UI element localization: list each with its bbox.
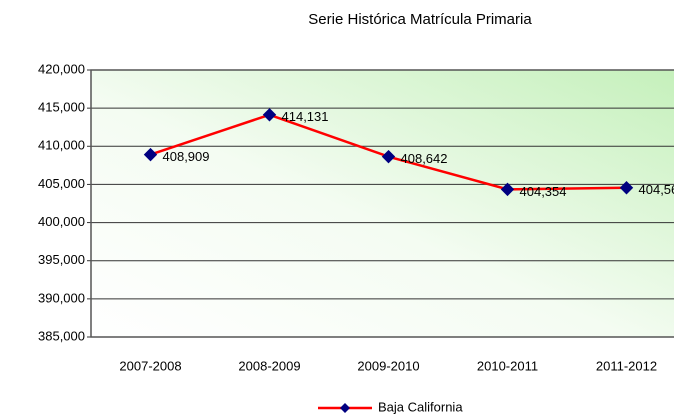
y-tick-label: 385,000 — [38, 328, 85, 343]
marker — [500, 182, 515, 197]
y-tick-label: 420,000 — [38, 61, 85, 76]
chart-title: Serie Histórica Matrícula Primaria — [308, 11, 532, 28]
y-tick-label: 400,000 — [38, 214, 85, 229]
data-label: 408,642 — [401, 151, 448, 166]
data-label: 414,131 — [282, 109, 329, 124]
x-tick-label: 2007-2008 — [119, 358, 181, 373]
y-tick-label: 405,000 — [38, 176, 85, 191]
x-tick-label: 2008-2009 — [238, 358, 300, 373]
y-tick-label: 410,000 — [38, 138, 85, 153]
data-label: 408,909 — [163, 149, 210, 164]
x-tick-label: 2011-2012 — [596, 358, 657, 373]
marker — [262, 108, 277, 122]
y-tick-label: 390,000 — [38, 290, 85, 305]
data-label: 404,566 — [639, 182, 674, 197]
x-tick-label: 2010-2011 — [477, 358, 538, 373]
plot-area — [91, 70, 674, 337]
x-tick-label: 2009-2010 — [357, 358, 419, 373]
y-tick-label: 395,000 — [38, 252, 85, 267]
legend-label: Baja California — [378, 399, 463, 414]
legend-marker — [340, 403, 350, 413]
marker — [381, 149, 396, 164]
y-tick-label: 415,000 — [38, 100, 85, 115]
marker — [143, 147, 158, 162]
plot-border — [90, 69, 674, 338]
data-label: 404,354 — [520, 184, 567, 199]
marker — [619, 181, 634, 195]
